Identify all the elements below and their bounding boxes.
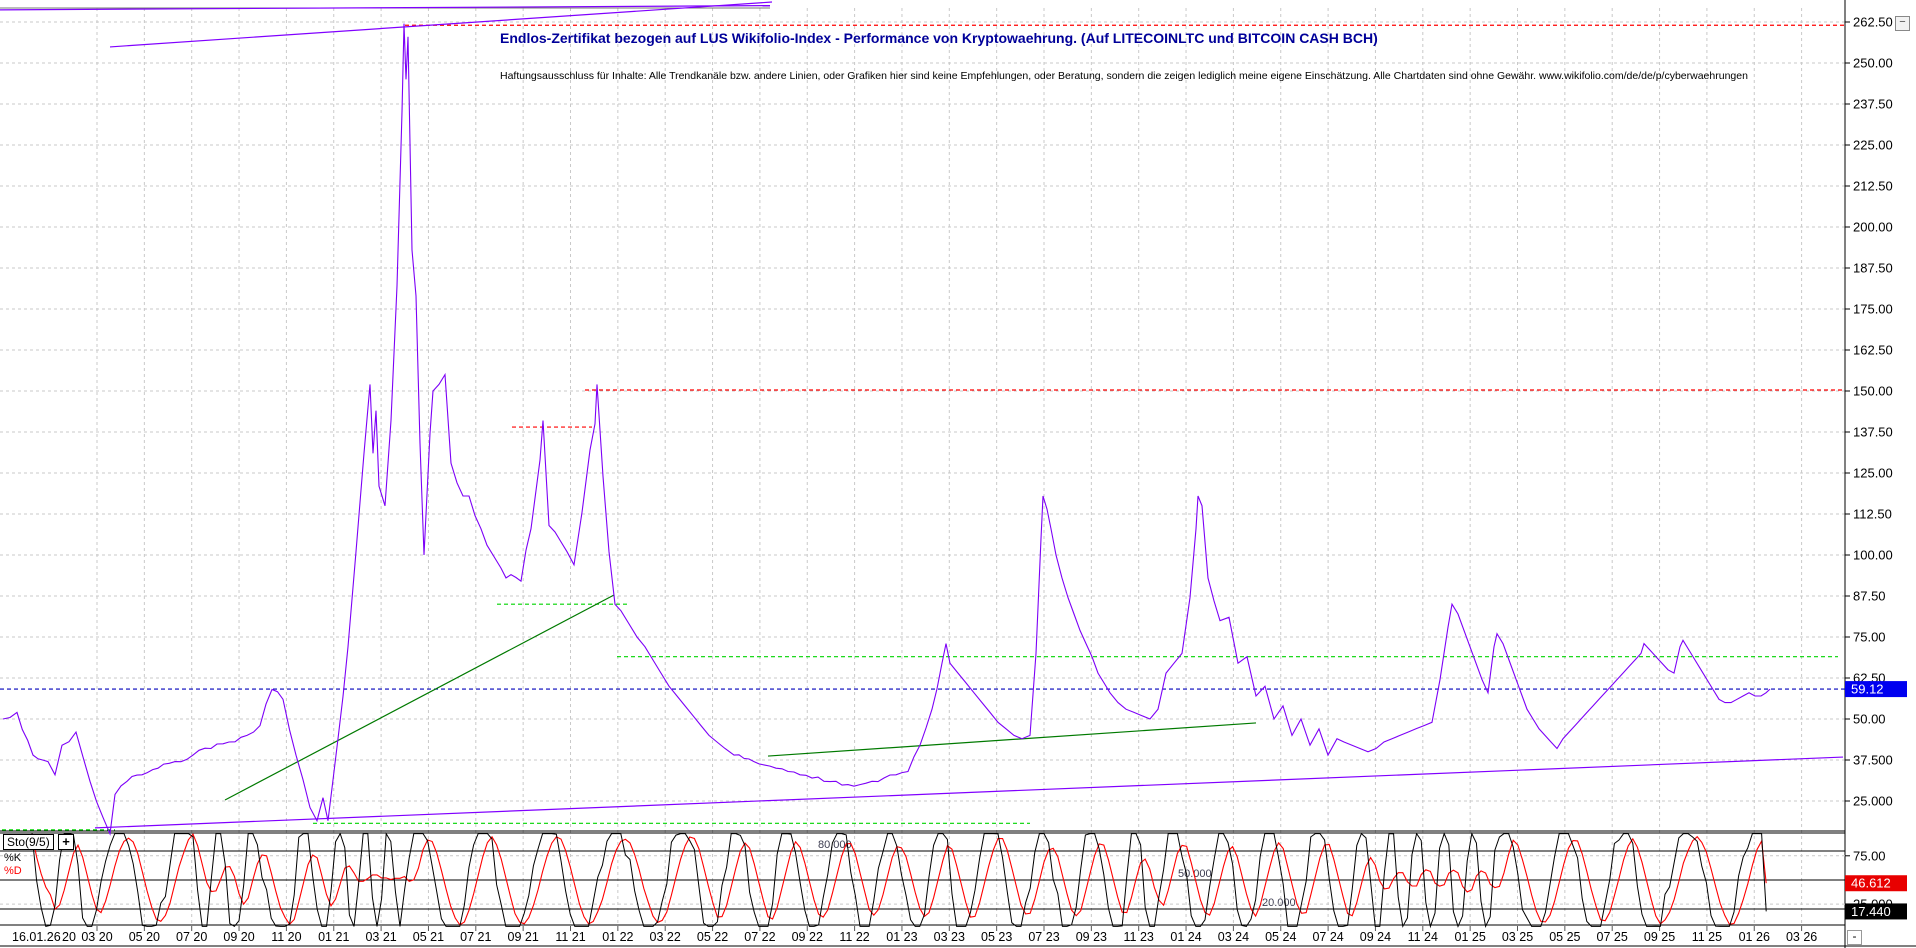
stochastic-level-label: 80.000 bbox=[818, 839, 852, 851]
x-axis-label: 01 23 bbox=[886, 930, 917, 944]
x-axis-label: 01 26 bbox=[1739, 930, 1770, 944]
price-axis-label: 87.50 bbox=[1853, 589, 1886, 604]
x-axis-label: 07 25 bbox=[1597, 930, 1628, 944]
x-axis-label: 20 bbox=[62, 930, 76, 944]
x-axis-label: 07 20 bbox=[176, 930, 207, 944]
price-axis-label: 175.00 bbox=[1853, 302, 1893, 317]
x-axis-label: 05 21 bbox=[413, 930, 444, 944]
price-axis-label: 262.50 bbox=[1853, 15, 1893, 30]
price-axis-label: 162.50 bbox=[1853, 343, 1893, 358]
long-violet-support-line bbox=[94, 756, 1844, 829]
x-axis-label: 03 20 bbox=[81, 930, 112, 944]
price-axis-label: 200.00 bbox=[1853, 220, 1893, 235]
stochastic-k-label: %K bbox=[4, 852, 22, 864]
price-axis-label: 75.00 bbox=[1853, 630, 1886, 645]
x-axis-label: 03 21 bbox=[365, 930, 396, 944]
x-axis-label: 07 24 bbox=[1312, 930, 1343, 944]
stochastic-indicator-label[interactable]: Sto(9/5) bbox=[3, 834, 54, 850]
price-axis-label: 150.00 bbox=[1853, 384, 1893, 399]
price-axis-label: 212.50 bbox=[1853, 179, 1893, 194]
price-axis-label: 100.00 bbox=[1853, 548, 1893, 563]
price-axis-label: 37.500 bbox=[1853, 753, 1893, 768]
stochastic-k-badge bbox=[1845, 903, 1907, 920]
x-axis-label: 03 22 bbox=[650, 930, 681, 944]
x-axis-label: 05 24 bbox=[1265, 930, 1296, 944]
x-axis-label: 11 20 bbox=[271, 930, 301, 944]
price-axis-label: 112.50 bbox=[1853, 507, 1892, 522]
x-axis-label: 05 20 bbox=[129, 930, 160, 944]
minimize-icon[interactable]: − bbox=[1895, 16, 1910, 31]
x-axis-label: 09 21 bbox=[508, 930, 539, 944]
x-axis-label: 07 23 bbox=[1028, 930, 1059, 944]
price-axis-label: 137.50 bbox=[1853, 425, 1893, 440]
stochastic-d-badge bbox=[1845, 875, 1907, 892]
x-axis-label: 09 22 bbox=[792, 930, 823, 944]
price-axis-label: 237.50 bbox=[1853, 97, 1893, 112]
price-axis-label: 50.00 bbox=[1853, 712, 1886, 727]
x-axis-label: 07 21 bbox=[460, 930, 491, 944]
x-axis-label: 09 23 bbox=[1076, 930, 1107, 944]
x-axis-label: 01 22 bbox=[602, 930, 633, 944]
stochastic-k-badge-value: 17.440 bbox=[1851, 904, 1891, 919]
x-axis-label: 01 24 bbox=[1170, 930, 1201, 944]
left-green-support-line bbox=[224, 594, 615, 801]
x-axis-label: 11 22 bbox=[839, 930, 869, 944]
price-axis-label: 225.00 bbox=[1853, 138, 1893, 153]
x-axis-label: 09 20 bbox=[223, 930, 254, 944]
x-axis-label: 07 22 bbox=[744, 930, 775, 944]
last-price-badge-value: 59.12 bbox=[1851, 682, 1884, 697]
stochastic-d-badge-value: 46.612 bbox=[1851, 876, 1891, 891]
x-axis-label: 09 24 bbox=[1360, 930, 1391, 944]
x-axis-label: 03 24 bbox=[1218, 930, 1249, 944]
rising-resistance-line bbox=[109, 1, 773, 48]
stochastic-k-line bbox=[31, 831, 1767, 929]
x-axis-label: 03 25 bbox=[1502, 930, 1533, 944]
disclaimer-text: Haftungsausschluss für Inhalte: Alle Tre… bbox=[500, 70, 1748, 82]
zoom-out-button[interactable]: - bbox=[1847, 930, 1862, 945]
x-axis-label: 11 25 bbox=[1692, 930, 1722, 944]
price-axis-label: 25.000 bbox=[1853, 794, 1893, 809]
stochastic-d-line bbox=[31, 833, 1767, 926]
chart-title: Endlos-Zertifikat bezogen auf LUS Wikifo… bbox=[500, 30, 1378, 46]
stochastic-level-label: 20.000 bbox=[1262, 897, 1296, 909]
price-axis-label: 125.00 bbox=[1853, 466, 1893, 481]
price-axis-label: 187.50 bbox=[1853, 261, 1893, 276]
x-axis-label: 05 25 bbox=[1549, 930, 1580, 944]
x-axis-label: 01 21 bbox=[318, 930, 349, 944]
upper-channel-line bbox=[0, 5, 771, 11]
x-axis-label: 03 23 bbox=[934, 930, 965, 944]
add-indicator-button[interactable]: + bbox=[58, 834, 74, 850]
x-axis-label: 11 24 bbox=[1408, 930, 1438, 944]
x-axis-first-date-label: 16.01.26 bbox=[12, 930, 61, 944]
x-axis-label: 11 21 bbox=[555, 930, 585, 944]
x-axis-label: 03 26 bbox=[1786, 930, 1817, 944]
stochastic-axis-label: 75.00 bbox=[1853, 848, 1886, 863]
x-axis-label: 05 23 bbox=[981, 930, 1012, 944]
last-price-badge bbox=[1845, 681, 1907, 698]
price-axis-label: 250.00 bbox=[1853, 56, 1893, 71]
mid-green-support-line bbox=[767, 722, 1257, 757]
x-axis-label: 09 25 bbox=[1644, 930, 1675, 944]
stochastic-d-label: %D bbox=[4, 865, 22, 877]
x-axis-label: 11 23 bbox=[1124, 930, 1154, 944]
x-axis-label: 05 22 bbox=[697, 930, 728, 944]
price-line bbox=[2, 23, 1771, 836]
x-axis-label: 01 25 bbox=[1455, 930, 1486, 944]
